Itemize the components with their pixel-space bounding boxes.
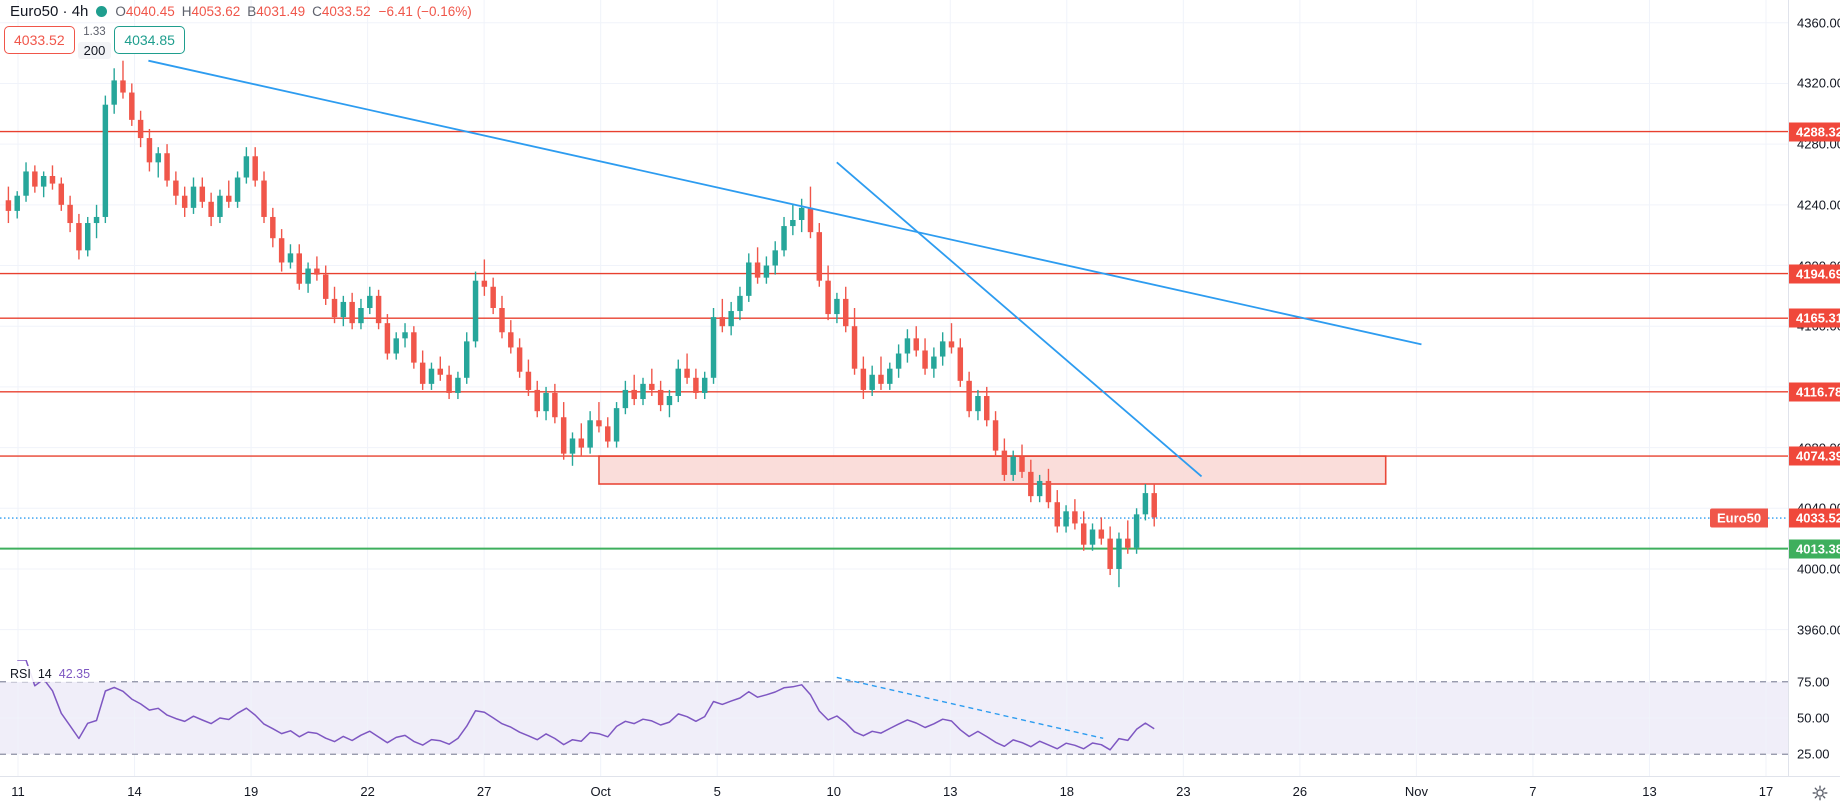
spread-value: 1.33 (83, 26, 106, 38)
time-tick: 5 (713, 784, 721, 799)
time-tick: 23 (1176, 784, 1191, 799)
time-tick: Oct (590, 784, 611, 799)
price-level-label[interactable]: 4116.78 (1789, 382, 1840, 402)
rsi-tick: 75.00 (1797, 674, 1830, 690)
rsi-tick: 50.00 (1797, 710, 1830, 726)
time-tick: 27 (476, 784, 492, 799)
ohlc-close: C4033.52 (312, 4, 371, 19)
time-tick: 13 (1642, 784, 1657, 799)
time-tick: 22 (360, 784, 375, 799)
price-level-label[interactable]: 4165.31 (1789, 308, 1840, 328)
price-level-label[interactable]: 4013.38 (1789, 539, 1840, 559)
price-tick: 3960.00 (1797, 622, 1840, 638)
price-pane[interactable] (0, 0, 1788, 660)
time-tick: 10 (826, 784, 841, 799)
rsi-tick: 25.00 (1797, 746, 1830, 762)
time-tick: Nov (1404, 784, 1428, 799)
ohlc-low: B4031.49 (247, 4, 306, 19)
time-tick: 26 (1292, 784, 1308, 799)
spread-qty-box: 1.33 200 (77, 26, 112, 59)
time-tick: 19 (243, 784, 259, 799)
symbol-price-tag: Euro50 (1710, 508, 1769, 528)
price-tick: 4320.00 (1797, 75, 1840, 91)
rsi-legend[interactable]: RSI 14 42.35 (6, 666, 95, 682)
price-tick: 4240.00 (1797, 197, 1840, 213)
ohlc-open: O4040.45 (115, 4, 175, 19)
price-tick: 4360.00 (1797, 15, 1840, 31)
ohlc-high: H4053.62 (181, 4, 241, 19)
price-level-label[interactable]: 4194.69 (1789, 264, 1840, 284)
rsi-value: 42.35 (58, 667, 91, 681)
chart-legend: Euro50 · 4h O4040.45 H4053.62 B4031.49 C… (10, 3, 472, 20)
sell-price-badge[interactable]: 4033.52 (4, 26, 75, 54)
circle-indicator-icon (96, 6, 108, 17)
price-tick: 4000.00 (1797, 561, 1840, 577)
time-tick: 18 (1059, 784, 1075, 799)
price-change: −6.41 (−0.16%) (378, 4, 472, 19)
rsi-label: RSI (10, 667, 31, 681)
time-tick: 13 (943, 784, 958, 799)
rsi-length: 14 (37, 667, 52, 681)
quantity-value[interactable]: 200 (77, 42, 112, 59)
price-axis[interactable]: 4360.004320.004280.004240.004200.004160.… (1788, 0, 1840, 776)
time-tick: 11 (11, 784, 25, 799)
ohlc-values: O4040.45 H4053.62 B4031.49 C4033.52 (115, 4, 370, 19)
rsi-pane[interactable] (0, 660, 1788, 776)
price-level-label[interactable]: 4074.39 (1789, 446, 1840, 466)
price-level-label[interactable]: 4033.52 (1789, 508, 1840, 528)
symbol-title[interactable]: Euro50 · 4h (10, 3, 89, 20)
time-tick: 17 (1758, 784, 1774, 799)
time-tick: 14 (127, 784, 142, 799)
price-level-label[interactable]: 4288.32 (1789, 122, 1840, 141)
price-chart-svg[interactable] (0, 0, 1788, 660)
buy-sell-badges[interactable]: 4033.52 1.33 200 4034.85 (4, 26, 185, 59)
rsi-chart-svg[interactable] (0, 660, 1788, 776)
buy-price-badge[interactable]: 4034.85 (114, 26, 185, 54)
time-axis[interactable]: 11 14 19 22 27 Oct 5 10 13 18 23 26 Nov 7 13 17 (0, 776, 1840, 809)
time-tick: 7 (1529, 784, 1537, 799)
gear-icon[interactable] (1812, 785, 1828, 801)
